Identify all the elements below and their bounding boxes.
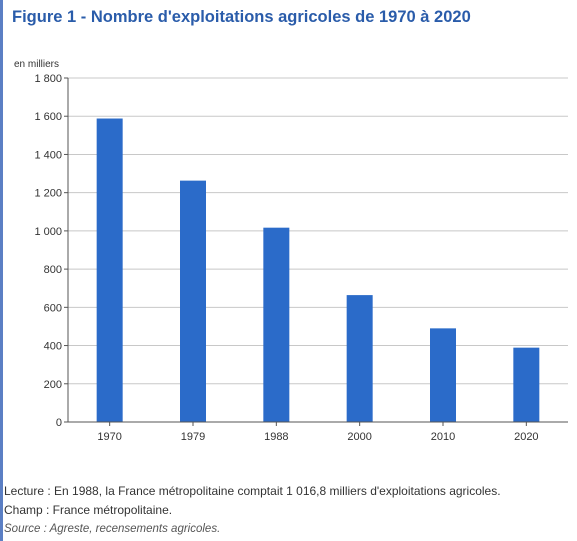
x-axis-ticks: 1970 1979 1988 2000 2010 2020	[97, 422, 539, 443]
x-tick-label: 1988	[264, 431, 288, 443]
figure-title: Figure 1 - Nombre d'exploitations agrico…	[12, 8, 471, 26]
chart-svg: en milliers 0 200 400 600 800 1 000 1 200 1 400…	[14, 59, 568, 443]
y-tick-label: 600	[44, 302, 62, 314]
bar-1988	[263, 227, 290, 422]
gridlines	[68, 77, 568, 385]
bar-2020	[513, 347, 540, 422]
bar-1970	[96, 118, 123, 422]
y-tick-label: 1 000	[34, 226, 62, 238]
x-tick-label: 1970	[97, 431, 121, 443]
x-tick-label: 2010	[431, 431, 455, 443]
y-axis-ticks: 0 200 400 600 800 1 000 1 200 1 400 1 600 1 800	[34, 73, 68, 429]
champ-note: Champ : France métropolitaine.	[4, 503, 173, 517]
bars	[96, 118, 540, 422]
lecture-note: Lecture : En 1988, la France métropolita…	[4, 484, 501, 498]
y-tick-label: 800	[44, 264, 62, 276]
x-tick-label: 2020	[514, 431, 538, 443]
x-tick-label: 1979	[181, 431, 205, 443]
x-tick-label: 2000	[347, 431, 371, 443]
bar-chart: en milliers 0 200 400 600 800 1 000 1 200 1 400…	[0, 52, 577, 452]
source-note: Source : Agreste, recensements agricoles…	[4, 523, 221, 535]
left-accent-rule	[0, 0, 3, 541]
bar-1979	[180, 180, 206, 422]
figure-notes: Lecture : En 1988, la France métropolita…	[4, 482, 574, 539]
y-tick-label: 200	[44, 379, 62, 391]
y-tick-label: 0	[56, 417, 62, 429]
y-tick-label: 1 800	[34, 73, 62, 85]
y-tick-label: 1 400	[34, 149, 62, 161]
y-unit-label: en milliers	[14, 59, 59, 70]
y-tick-label: 400	[44, 341, 62, 353]
y-tick-label: 1 200	[34, 188, 62, 200]
y-tick-label: 1 600	[34, 111, 62, 123]
bar-2000	[346, 295, 373, 422]
bar-2010	[430, 328, 456, 422]
